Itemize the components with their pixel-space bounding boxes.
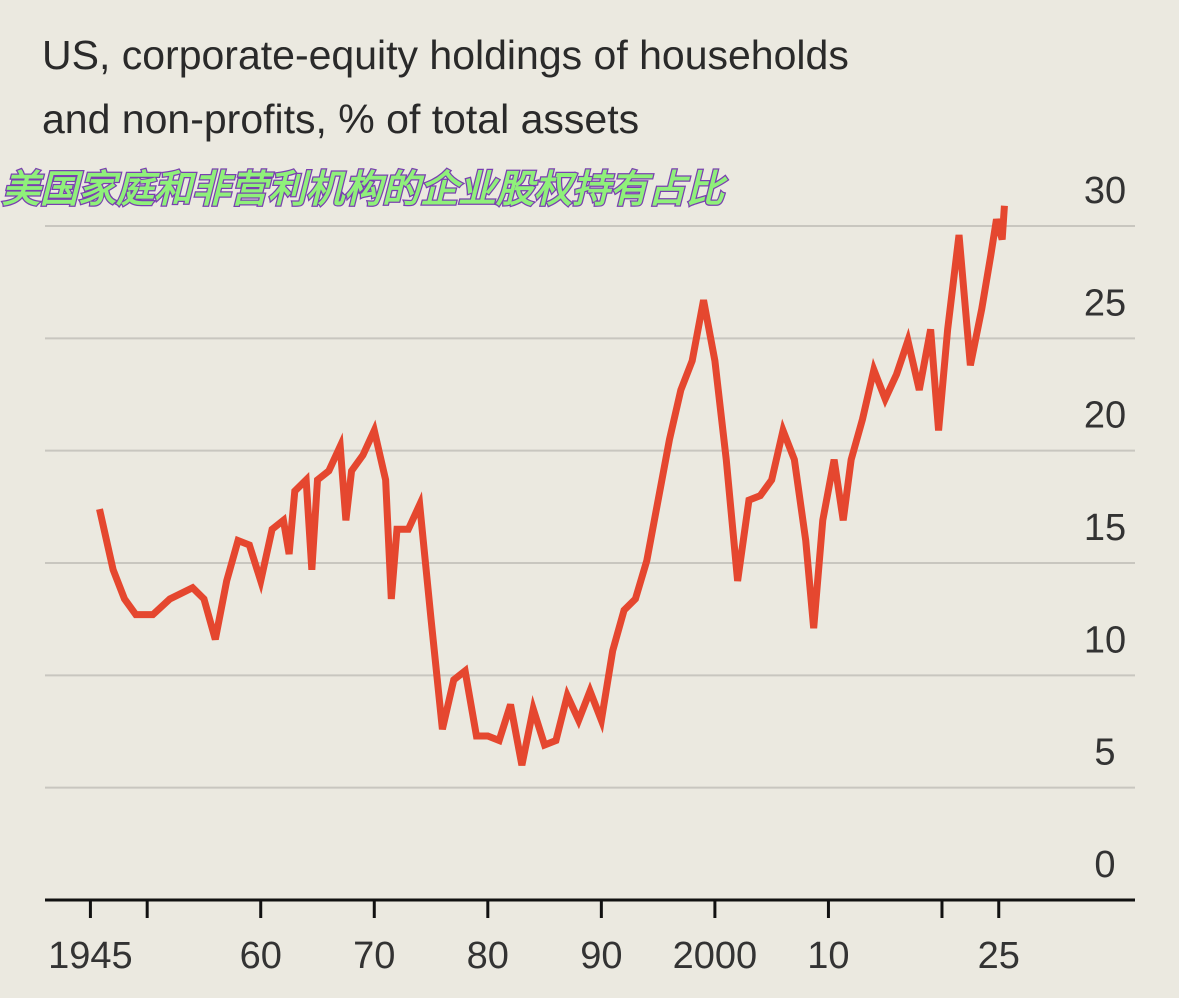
- y-tick-label: 30: [1084, 170, 1126, 212]
- x-tick-label: 60: [240, 935, 282, 977]
- x-tick-label: 10: [807, 935, 849, 977]
- x-tick-label: 90: [580, 935, 622, 977]
- y-tick-label: 5: [1094, 732, 1115, 774]
- data-line: [96, 205, 1008, 766]
- x-tick-label: 70: [353, 935, 395, 977]
- y-tick-label: 25: [1084, 282, 1126, 324]
- chart-subtitle: 美国家庭和非营利机构的企业股权持有占比: [2, 168, 728, 211]
- x-tick-label: 25: [978, 935, 1020, 977]
- chart-title: US, corporate-equity holdings of househo…: [42, 32, 849, 78]
- chart-title: and non-profits, % of total assets: [42, 96, 639, 142]
- y-tick-label: 10: [1084, 619, 1126, 661]
- y-tick-label: 0: [1094, 844, 1115, 886]
- y-tick-label: 20: [1084, 395, 1126, 437]
- x-tick-label: 2000: [673, 935, 758, 977]
- x-tick-label: 1945: [48, 935, 133, 977]
- y-tick-label: 15: [1084, 507, 1126, 549]
- x-tick-label: 80: [467, 935, 509, 977]
